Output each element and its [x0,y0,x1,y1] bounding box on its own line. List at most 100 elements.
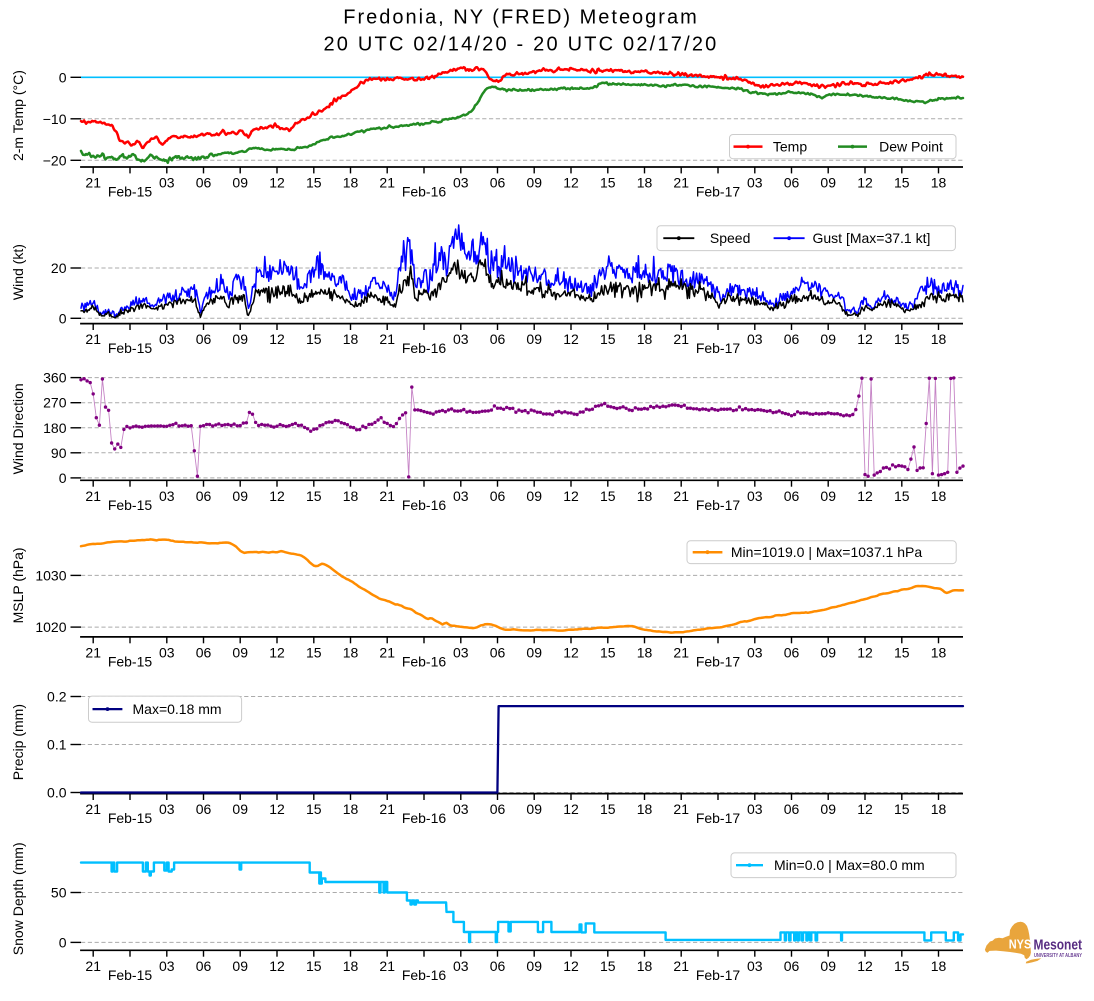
svg-text:18: 18 [931,488,947,504]
svg-text:03: 03 [159,488,175,504]
svg-text:06: 06 [196,175,212,191]
svg-text:20: 20 [51,260,67,276]
svg-text:21: 21 [673,175,689,191]
svg-text:06: 06 [784,801,800,817]
svg-text:Feb-15: Feb-15 [108,810,153,826]
svg-text:18: 18 [637,801,653,817]
svg-text:12: 12 [269,644,285,660]
svg-text:03: 03 [453,801,469,817]
svg-text:Fredonia, NY (FRED) Meteogram: Fredonia, NY (FRED) Meteogram [343,7,699,29]
svg-text:12: 12 [857,331,873,347]
svg-text:15: 15 [894,644,910,660]
svg-text:Max=0.18 mm: Max=0.18 mm [133,701,222,717]
svg-text:50: 50 [51,885,67,901]
svg-text:0.0: 0.0 [47,785,67,801]
svg-text:Feb-16: Feb-16 [402,340,447,356]
svg-text:15: 15 [894,175,910,191]
svg-text:09: 09 [526,801,542,817]
svg-text:03: 03 [159,644,175,660]
svg-text:0: 0 [59,310,67,326]
svg-text:Snow Depth (mm): Snow Depth (mm) [10,842,26,955]
svg-text:Feb-16: Feb-16 [402,653,447,669]
svg-text:0.2: 0.2 [47,689,67,705]
svg-text:15: 15 [306,488,322,504]
svg-text:06: 06 [196,958,212,974]
svg-text:Feb-15: Feb-15 [108,184,153,200]
svg-text:Feb-17: Feb-17 [696,497,741,513]
svg-text:21: 21 [85,175,101,191]
svg-text:0: 0 [59,69,67,85]
svg-text:03: 03 [453,644,469,660]
svg-text:06: 06 [784,175,800,191]
svg-text:Min=1019.0 | Max=1037.1 hPa: Min=1019.0 | Max=1037.1 hPa [731,544,922,560]
svg-text:06: 06 [490,331,506,347]
svg-text:09: 09 [232,175,248,191]
svg-text:90: 90 [51,445,67,461]
svg-text:09: 09 [820,331,836,347]
svg-text:2-m Temp (°C): 2-m Temp (°C) [10,70,26,161]
svg-text:12: 12 [563,175,579,191]
svg-text:03: 03 [747,958,763,974]
svg-text:12: 12 [857,175,873,191]
svg-text:18: 18 [343,175,359,191]
svg-text:15: 15 [306,644,322,660]
svg-text:09: 09 [526,331,542,347]
svg-text:UNIVERSITY AT ALBANY: UNIVERSITY AT ALBANY [1034,953,1082,959]
svg-text:03: 03 [159,331,175,347]
svg-text:Feb-17: Feb-17 [696,184,741,200]
svg-text:21: 21 [379,958,395,974]
svg-text:09: 09 [820,488,836,504]
svg-text:09: 09 [820,958,836,974]
svg-text:15: 15 [894,801,910,817]
svg-text:09: 09 [232,644,248,660]
svg-text:21: 21 [85,644,101,660]
svg-text:09: 09 [232,488,248,504]
svg-text:−10: −10 [43,111,67,127]
svg-text:Speed: Speed [710,230,750,246]
svg-text:Feb-17: Feb-17 [696,340,741,356]
svg-text:09: 09 [526,175,542,191]
svg-text:09: 09 [232,958,248,974]
svg-text:12: 12 [269,175,285,191]
svg-text:03: 03 [159,175,175,191]
svg-text:06: 06 [196,488,212,504]
svg-text:06: 06 [784,331,800,347]
svg-text:03: 03 [453,958,469,974]
svg-text:18: 18 [637,175,653,191]
svg-text:15: 15 [894,331,910,347]
svg-text:09: 09 [820,175,836,191]
svg-text:360: 360 [43,370,67,386]
svg-text:21: 21 [673,331,689,347]
svg-text:Mesonet: Mesonet [1034,937,1083,953]
svg-text:18: 18 [343,488,359,504]
svg-text:09: 09 [820,801,836,817]
svg-text:20 UTC 02/14/20 - 20 UTC 02/17: 20 UTC 02/14/20 - 20 UTC 02/17/20 [323,34,718,56]
svg-text:21: 21 [379,644,395,660]
svg-text:15: 15 [600,644,616,660]
svg-text:03: 03 [747,644,763,660]
svg-text:12: 12 [857,488,873,504]
svg-text:Feb-16: Feb-16 [402,497,447,513]
svg-text:18: 18 [931,801,947,817]
svg-text:18: 18 [637,331,653,347]
svg-text:Min=0.0 | Max=80.0 mm: Min=0.0 | Max=80.0 mm [774,857,925,873]
svg-text:15: 15 [600,175,616,191]
svg-text:NYS: NYS [1009,936,1032,951]
svg-text:0: 0 [59,934,67,950]
svg-text:12: 12 [269,331,285,347]
svg-text:−20: −20 [43,152,67,168]
svg-text:Temp: Temp [773,139,807,155]
svg-text:Dew Point: Dew Point [879,139,943,155]
svg-text:12: 12 [563,644,579,660]
svg-text:21: 21 [85,488,101,504]
svg-text:1020: 1020 [35,619,66,635]
svg-text:03: 03 [747,488,763,504]
svg-text:Precip (mm): Precip (mm) [10,704,26,780]
svg-text:18: 18 [931,958,947,974]
svg-text:06: 06 [490,488,506,504]
svg-text:12: 12 [857,958,873,974]
svg-text:21: 21 [85,958,101,974]
svg-text:21: 21 [379,331,395,347]
svg-text:15: 15 [600,958,616,974]
svg-text:06: 06 [490,644,506,660]
